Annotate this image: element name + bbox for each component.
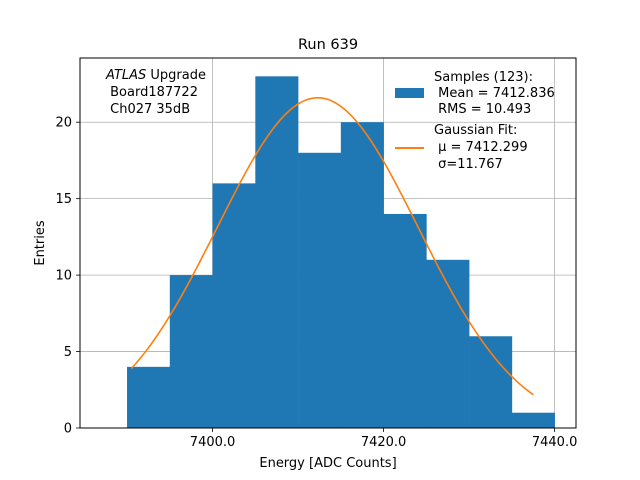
legend-samples-mean: Mean = 7412.836 (434, 86, 555, 101)
y-tick-label: 15 (55, 192, 72, 207)
plot-frame (79, 57, 577, 429)
legend-samples-swatch (395, 88, 424, 98)
x-tick-label: 7400.0 (190, 435, 236, 450)
annotation: ATLAS Upgrade Board187722 Ch027 35dB (105, 68, 206, 117)
chart-title: Run 639 (298, 37, 358, 53)
histogram-bar (469, 336, 513, 428)
histogram-bar (426, 259, 470, 428)
annotation-upgrade: Upgrade (146, 68, 206, 83)
histogram-bar (169, 275, 213, 428)
x-tick-label: 7440.0 (532, 435, 578, 450)
histogram-bar (383, 213, 427, 428)
histogram-bar (127, 366, 171, 428)
annotation-atlas: ATLAS (105, 68, 146, 83)
gaussian-fit (130, 96, 534, 396)
legend-fit-title: Gaussian Fit: (434, 123, 517, 138)
legend-fit-sigma: σ=11.767 (434, 157, 503, 172)
y-tick-label: 10 (55, 269, 72, 284)
legend-fit-mu: μ = 7412.299 (434, 140, 528, 155)
svg-text:ATLAS Upgrade: ATLAS Upgrade (105, 68, 206, 83)
legend-samples-rms: RMS = 10.493 (434, 102, 531, 117)
x-axis-label: Energy [ADC Counts] (259, 456, 396, 471)
histogram-bar (511, 412, 555, 428)
histogram-bar (340, 122, 384, 428)
y-tick-label: 0 (64, 422, 72, 437)
legend: Samples (123): Mean = 7412.836 RMS = 10.… (395, 70, 555, 172)
y-axis-ticks: 0 5 10 15 20 (55, 116, 80, 437)
histogram-bar (255, 76, 299, 428)
annotation-channel: Ch027 35dB (106, 102, 190, 117)
y-axis-label: Entries (33, 220, 48, 266)
histogram-bars (127, 76, 555, 428)
histogram-bar (212, 183, 256, 428)
annotation-board: Board187722 (106, 85, 198, 100)
legend-samples-title: Samples (123): (434, 70, 533, 85)
x-tick-label: 7420.0 (361, 435, 407, 450)
histogram-bar (298, 152, 342, 428)
y-tick-label: 20 (55, 116, 72, 131)
gaussian-fit-line (130, 96, 534, 396)
x-axis-ticks: 7400.0 7420.0 7440.0 (190, 428, 578, 450)
y-tick-label: 5 (64, 345, 72, 360)
